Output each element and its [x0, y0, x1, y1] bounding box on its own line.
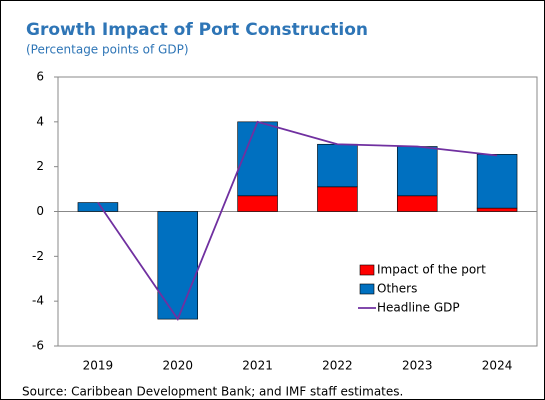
bar-segment	[157, 211, 199, 320]
legend-swatch	[359, 283, 375, 295]
x-tick-label: 2019	[83, 359, 114, 373]
y-tick-label: -2	[32, 249, 44, 263]
x-tick-label: 2023	[402, 359, 433, 373]
bar-segment	[237, 195, 278, 212]
x-tick-label: 2024	[482, 359, 513, 373]
x-tick-label: 2021	[242, 359, 273, 373]
bar-segment	[476, 154, 518, 209]
chart-subtitle: (Percentage points of GDP)	[26, 43, 189, 57]
bar-segment	[317, 186, 358, 212]
y-tick-label: -4	[32, 294, 44, 308]
legend-label: Impact of the port	[377, 263, 486, 277]
y-tick-label: 6	[36, 70, 44, 84]
x-tick-label: 2022	[322, 359, 353, 373]
chart-title: Growth Impact of Port Construction	[26, 20, 368, 40]
headline-line	[97, 120, 498, 321]
y-tick-label: 4	[36, 114, 44, 128]
y-tick-label: -6	[32, 339, 44, 353]
bar-segment	[396, 146, 438, 197]
legend-label: Headline GDP	[377, 301, 460, 315]
y-tick-label: 2	[36, 159, 44, 173]
y-tick-label: 0	[36, 204, 44, 218]
source-note: Source: Caribbean Development Bank; and …	[22, 385, 403, 399]
x-tick-label: 2020	[162, 359, 193, 373]
bar-segment	[237, 121, 278, 197]
bar-segment	[396, 195, 438, 212]
legend-swatch	[359, 264, 375, 276]
bar-segment	[317, 143, 358, 188]
bar-segment	[476, 207, 518, 212]
legend-label: Others	[377, 282, 417, 296]
